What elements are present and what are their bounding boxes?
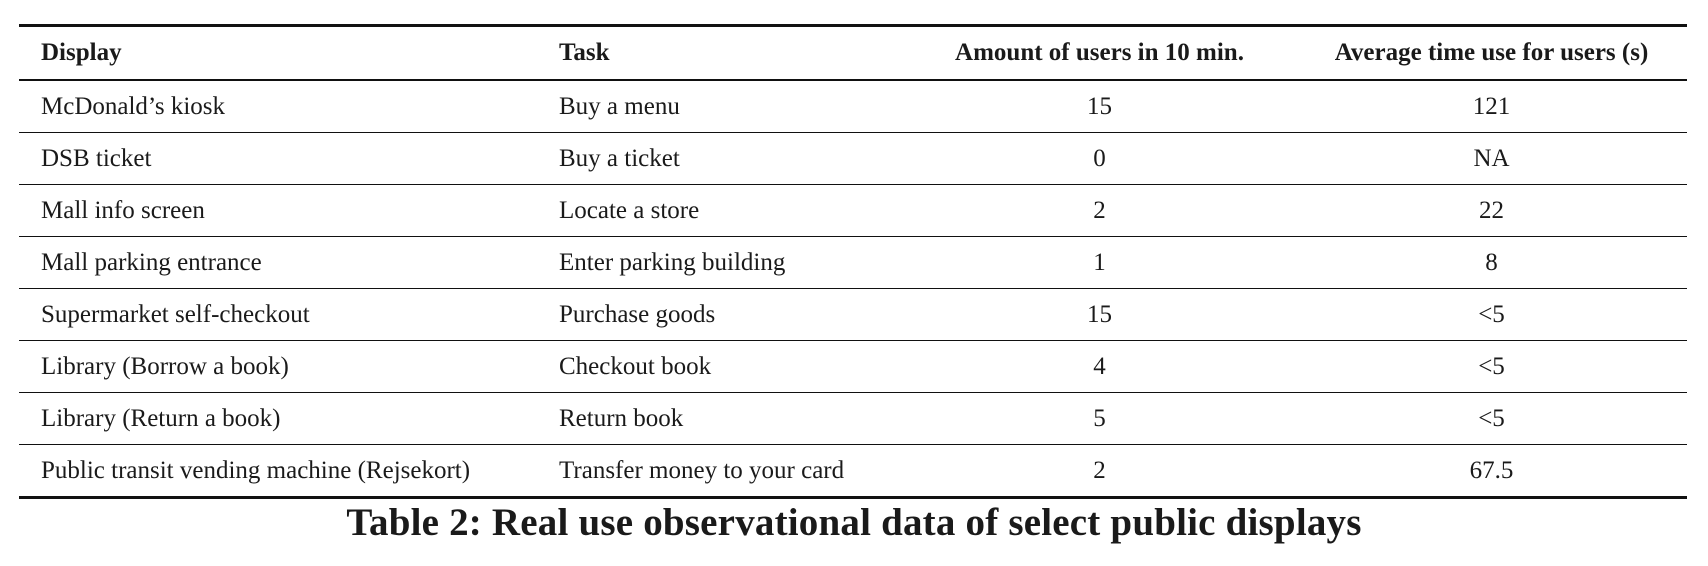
table-body: McDonald’s kiosk Buy a menu 15 121 DSB t… xyxy=(19,80,1687,499)
cell-users: 2 xyxy=(903,184,1296,237)
table-header: Display Task Amount of users in 10 min. … xyxy=(19,25,1687,80)
cell-users: 15 xyxy=(903,80,1296,133)
header-display: Display xyxy=(41,39,122,66)
cell-users: 1 xyxy=(903,236,1296,289)
cell-avg-time: <5 xyxy=(1296,340,1687,393)
observational-data-table: Display Task Amount of users in 10 min. … xyxy=(19,24,1687,499)
table-row: Mall info screen Locate a store 2 22 xyxy=(19,184,1687,237)
cell-task: Transfer money to your card xyxy=(537,444,903,499)
cell-avg-time: 67.5 xyxy=(1296,444,1687,499)
cell-avg-time: 8 xyxy=(1296,236,1687,289)
header-average-time: Average time use for users (s) xyxy=(1334,39,1649,66)
cell-avg-time: 121 xyxy=(1296,80,1687,133)
cell-task: Buy a ticket xyxy=(537,132,903,185)
cell-avg-time: <5 xyxy=(1296,288,1687,341)
cell-task: Locate a store xyxy=(537,184,903,237)
cell-display: Mall parking entrance xyxy=(19,236,537,289)
cell-display: Library (Borrow a book) xyxy=(19,340,537,393)
cell-task: Purchase goods xyxy=(537,288,903,341)
table-row: Public transit vending machine (Rejsekor… xyxy=(19,444,1687,499)
cell-avg-time: 22 xyxy=(1296,184,1687,237)
table-row: McDonald’s kiosk Buy a menu 15 121 xyxy=(19,80,1687,133)
data-table-container: Display Task Amount of users in 10 min. … xyxy=(19,24,1687,499)
cell-display: Supermarket self-checkout xyxy=(19,288,537,341)
cell-display: Public transit vending machine (Rejsekor… xyxy=(19,444,537,499)
header-amount-of-users: Amount of users in 10 min. xyxy=(955,39,1244,66)
cell-display: Library (Return a book) xyxy=(19,392,537,445)
cell-display: Mall info screen xyxy=(19,184,537,237)
cell-task: Checkout book xyxy=(537,340,903,393)
cell-avg-time: NA xyxy=(1296,132,1687,185)
table-row: Library (Borrow a book) Checkout book 4 … xyxy=(19,340,1687,393)
cell-avg-time: <5 xyxy=(1296,392,1687,445)
cell-task: Return book xyxy=(537,392,903,445)
header-task: Task xyxy=(559,39,610,66)
cell-task: Buy a menu xyxy=(537,80,903,133)
table-row: Mall parking entrance Enter parking buil… xyxy=(19,236,1687,289)
cell-users: 2 xyxy=(903,444,1296,499)
cell-users: 4 xyxy=(903,340,1296,393)
table-row: Supermarket self-checkout Purchase goods… xyxy=(19,288,1687,341)
cell-users: 0 xyxy=(903,132,1296,185)
table-row: Library (Return a book) Return book 5 <5 xyxy=(19,392,1687,445)
header-row: Display Task Amount of users in 10 min. … xyxy=(19,25,1687,80)
table-row: DSB ticket Buy a ticket 0 NA xyxy=(19,132,1687,185)
cell-users: 15 xyxy=(903,288,1296,341)
cell-display: DSB ticket xyxy=(19,132,537,185)
cell-display: McDonald’s kiosk xyxy=(19,80,537,133)
cell-users: 5 xyxy=(903,392,1296,445)
cell-task: Enter parking building xyxy=(537,236,903,289)
table-caption: Table 2: Real use observational data of … xyxy=(346,501,1362,544)
